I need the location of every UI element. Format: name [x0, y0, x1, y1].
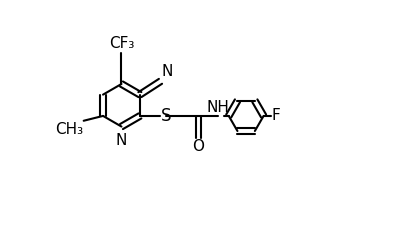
- Text: O: O: [193, 139, 204, 154]
- Text: S: S: [161, 107, 172, 125]
- Text: CF₃: CF₃: [109, 36, 134, 51]
- Text: F: F: [272, 108, 280, 123]
- Text: N: N: [162, 64, 173, 79]
- Text: N: N: [116, 133, 127, 148]
- Text: NH: NH: [207, 100, 230, 115]
- Text: CH₃: CH₃: [55, 122, 83, 137]
